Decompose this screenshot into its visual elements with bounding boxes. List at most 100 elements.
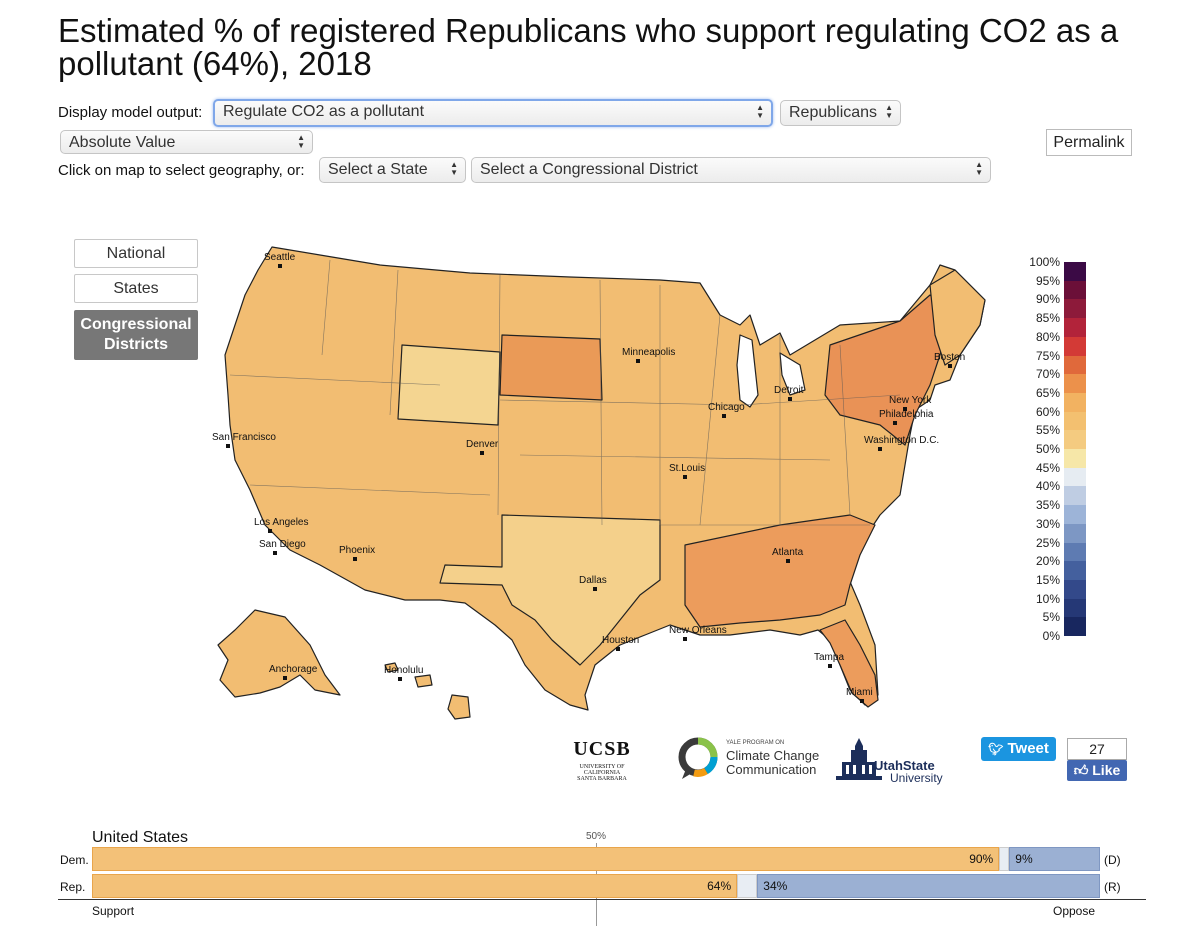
city-label: Dallas (579, 575, 607, 586)
legend-swatch (1064, 392, 1086, 413)
legend-swatch (1064, 505, 1086, 525)
legend-swatch (1064, 467, 1086, 487)
city-label: Minneapolis (622, 347, 675, 358)
legend-tick-label: 15% (1035, 572, 1060, 587)
facebook-like-widget[interactable]: 27 👍︎ Like (1067, 738, 1127, 782)
states-button[interactable]: States (74, 274, 198, 303)
tweet-button[interactable]: 🐦︎ Tweet (981, 737, 1056, 761)
usu-logo[interactable]: UtahState University (836, 736, 961, 786)
city-marker (283, 676, 287, 680)
city-label: Chicago (708, 402, 745, 413)
legend-tick-label: 0% (1042, 629, 1060, 643)
ucsb-subtitle-1: UNIVERSITY OF CALIFORNIA (579, 764, 625, 776)
select-arrows-icon: ▲ ▼ (975, 160, 983, 177)
city-label: Denver (466, 439, 499, 450)
city-marker (683, 637, 687, 641)
legend-swatch (1064, 411, 1086, 431)
legend-tick-label: 25% (1035, 535, 1060, 550)
state-select-value: Select a State (328, 161, 428, 178)
legend-tick-label: 35% (1035, 498, 1060, 513)
ucsb-logo-text: UCSB (573, 738, 631, 760)
legend-swatch (1064, 486, 1086, 506)
legend-swatch (1064, 561, 1086, 581)
ucsb-logo[interactable]: UCSB UNIVERSITY OF CALIFORNIA SANTA BARB… (562, 738, 642, 788)
legend-swatch (1064, 430, 1086, 450)
like-button[interactable]: 👍︎ Like (1067, 760, 1127, 781)
state-borders (229, 259, 901, 526)
usu-title-2: University (890, 771, 943, 785)
great-lakes-water (736, 334, 806, 408)
legend-tick-label: 20% (1035, 554, 1060, 569)
select-arrows-icon: ▲ ▼ (885, 103, 893, 120)
legend-tick-label: 50% (1035, 442, 1060, 456)
district-select-value: Select a Congressional District (480, 161, 698, 178)
alaska-shape (217, 609, 341, 698)
city-marker (683, 475, 687, 479)
legend-tick-label: 45% (1035, 460, 1060, 475)
city-label: New York (889, 395, 932, 406)
city-label: San Diego (259, 539, 306, 550)
city-label: Houston (602, 635, 639, 646)
yale-small-text: YALE PROGRAM ON (726, 740, 785, 746)
city-label: Seattle (264, 252, 296, 263)
display-model-label: Display model output: (58, 104, 203, 121)
oppose-value-label: 9% (1015, 852, 1033, 866)
yale-title-1: Climate Change (726, 748, 820, 763)
new-england-region (929, 269, 986, 366)
city-marker (398, 677, 402, 681)
support-bar (92, 874, 738, 898)
city-marker (722, 414, 726, 418)
value-type-select[interactable]: Absolute Value ▲ ▼ (60, 130, 313, 154)
legend-tick-label: 70% (1035, 367, 1060, 382)
midpoint-label: 50% (586, 831, 607, 842)
neutral-bar (737, 874, 758, 898)
support-value-label: 90% (969, 852, 994, 866)
us-map[interactable]: Seattle San Francisco Los Angeles San Diego… (140, 225, 1010, 725)
legend-swatch (1064, 579, 1086, 600)
legend-swatch (1064, 299, 1086, 319)
city-label: Philadelphia (879, 409, 934, 420)
legend-tick-label: 95% (1035, 273, 1060, 288)
thumbs-up-icon: 👍︎ (1073, 762, 1089, 778)
yale-logo[interactable]: YALE PROGRAM ON Climate Change Communica… (676, 735, 826, 785)
legend-swatch (1064, 262, 1086, 282)
legend-swatch (1064, 617, 1086, 637)
permalink-button[interactable]: Permalink (1046, 129, 1132, 156)
oppose-axis-label: Oppose (1053, 904, 1096, 918)
congressional-districts-button[interactable]: Congressional Districts (74, 310, 198, 360)
support-bar (92, 847, 1000, 871)
dem-row-label: Dem. (60, 853, 89, 867)
city-marker (948, 364, 952, 368)
city-marker (860, 699, 864, 703)
rep-party-label: (R) (1104, 880, 1121, 894)
legend-swatch (1064, 598, 1086, 618)
usu-title-1: UtahState (874, 758, 935, 773)
select-arrows-icon: ▲ ▼ (450, 160, 458, 177)
legend-tick-label: 65% (1035, 385, 1060, 400)
city-marker (893, 421, 897, 425)
dem-party-label: (D) (1104, 853, 1121, 867)
legend-swatch (1064, 523, 1086, 543)
yale-ring-icon (678, 737, 718, 779)
group-select-value: Republicans (789, 104, 878, 121)
state-select[interactable]: Select a State ▲ ▼ (319, 157, 466, 183)
national-button[interactable]: National (74, 239, 198, 268)
district-select[interactable]: Select a Congressional District ▲ ▼ (471, 157, 991, 183)
group-select[interactable]: Republicans ▲ ▼ (780, 100, 901, 126)
city-label: San Francisco (212, 432, 276, 443)
legend-tick-label: 80% (1035, 329, 1060, 344)
legend-swatch (1064, 374, 1086, 394)
city-label: Anchorage (269, 664, 318, 675)
region-label: United States (92, 829, 189, 846)
city-marker (786, 559, 790, 563)
legend-tick-label: 100% (1029, 255, 1060, 269)
city-marker (278, 264, 282, 268)
city-label: Detroit (774, 385, 804, 396)
northeast-region (824, 294, 951, 446)
support-value-label: 64% (707, 879, 732, 893)
legend-tick-label: 75% (1035, 348, 1060, 363)
chart-baseline (58, 899, 1146, 900)
usu-building-icon (836, 738, 882, 780)
model-output-select[interactable]: Regulate CO2 as a pollutant ▲ ▼ (213, 99, 773, 127)
city-marker (480, 451, 484, 455)
